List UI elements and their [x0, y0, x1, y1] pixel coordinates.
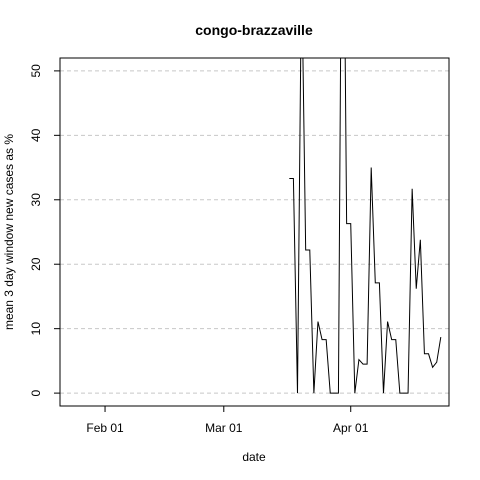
plot-frame [59, 57, 450, 407]
x-axis-label: date [242, 450, 266, 464]
y-tick-label: 20 [29, 257, 43, 271]
x-tick-label: Feb 01 [86, 421, 124, 435]
y-tick-label: 0 [29, 389, 43, 396]
x-tick-label: Apr 01 [333, 421, 369, 435]
data-line [289, 58, 442, 394]
y-axis-label: mean 3 day window new cases as % [2, 134, 16, 330]
chart-title: congo-brazzaville [195, 22, 313, 38]
y-tick-label: 10 [29, 322, 43, 336]
y-tick-label: 50 [29, 64, 43, 78]
y-tick-label: 40 [29, 128, 43, 142]
y-tick-label: 30 [29, 193, 43, 207]
x-tick-label: Mar 01 [205, 421, 243, 435]
